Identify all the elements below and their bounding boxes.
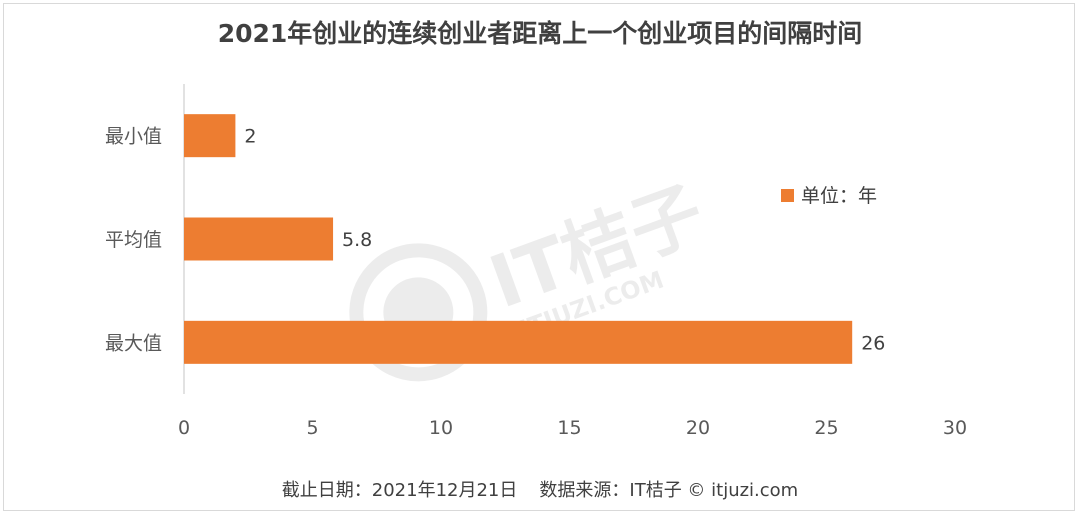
bar-3 — [184, 320, 853, 364]
plot-area: 最小值 2 平均值 5.8 最大值 26 0 5 10 15 20 25 30 — [105, 84, 967, 439]
x-tick-label: 15 — [557, 417, 581, 439]
x-tick-label: 30 — [943, 417, 967, 439]
x-tick-label: 20 — [686, 417, 710, 439]
legend-label: 单位：年 — [801, 185, 877, 207]
data-label: 2 — [244, 126, 256, 148]
footer-source: 数据来源：IT桔子 © itjuzi.com — [539, 480, 799, 501]
x-tick-label: 10 — [429, 417, 453, 439]
footer: 截止日期：2021年12月21日 数据来源：IT桔子 © itjuzi.com — [0, 476, 1080, 502]
category-label: 最大值 — [105, 332, 162, 354]
chart-frame — [3, 3, 1075, 511]
legend-swatch — [781, 189, 794, 202]
category-label: 平均值 — [105, 229, 162, 251]
legend: 单位：年 — [781, 185, 877, 207]
bar-1 — [184, 114, 236, 158]
bar-2 — [184, 217, 334, 261]
x-tick-label: 5 — [306, 417, 318, 439]
category-label: 最小值 — [105, 126, 162, 148]
x-tick-label: 0 — [178, 417, 190, 439]
x-tick-label: 25 — [814, 417, 838, 439]
data-label: 26 — [861, 332, 885, 354]
chart-title: 2021年创业的连续创业者距离上一个创业项目的间隔时间 — [217, 19, 863, 48]
data-label: 5.8 — [342, 229, 372, 251]
footer-date: 截止日期：2021年12月21日 — [281, 480, 518, 501]
